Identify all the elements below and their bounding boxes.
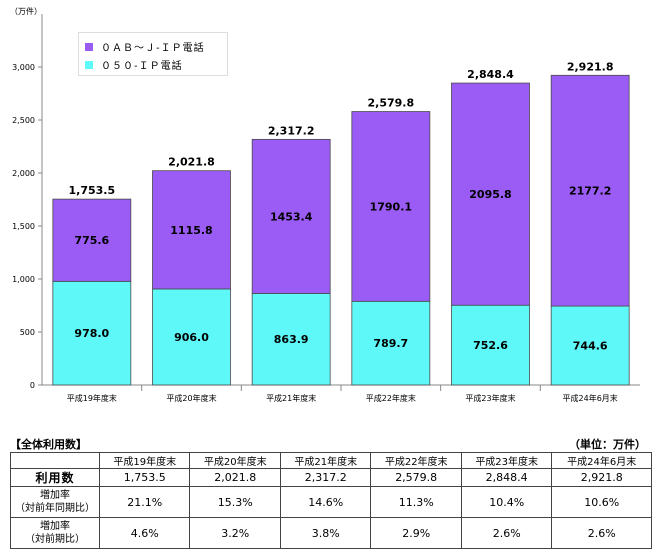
y-tick-label: 1,500 [12,222,35,231]
row-label-main: 増加率 [40,490,70,501]
table-row-qoq: 増加率 （対前期比） 4.6% 3.2% 3.8% 2.9% 2.6% 2.6% [10,517,652,549]
table-row-yoy: 増加率 （対前年同期比） 21.1% 15.3% 14.6% 11.3% 10.… [10,486,652,518]
x-tick-label: 平成21年度末 [266,393,316,403]
table-cell: 2,848.4 [460,468,553,487]
table-cell: 4.6% [98,517,191,549]
x-tick-label: 平成20年度末 [166,393,216,403]
y-tick-label: 500 [20,328,35,337]
bar-segment-0ab-j [550,74,630,307]
table-cell: 2,921.8 [551,468,652,487]
bar-total-label: 2,579.8 [368,97,415,110]
bar-value-label: 789.7 [373,337,408,350]
bar-value-label: 1790.1 [370,200,412,213]
bar-value-label: 1453.4 [270,210,313,223]
table-cell: 2,021.8 [189,468,281,487]
x-tick-label: 平成19年度末 [67,393,117,403]
bar-segment-050 [351,300,431,386]
bar-value-label: 775.6 [74,234,109,247]
table-cell: 2.6% [460,517,553,549]
bar-segment-0ab-j [351,111,431,302]
stacked-bar-chart: （万件） 0 500 1,000 1,500 2,000 2,500 3,000 978.0 77… [10,6,640,403]
table-cell: 2.6% [551,517,652,549]
col-header: 平成23年度末 [460,452,553,469]
bar-segment-050 [451,304,530,386]
legend-item-050: ０５０-ＩＰ電話 [85,57,183,72]
y-tick-label: 2,000 [12,169,35,178]
table-cell: 2.9% [370,517,462,549]
bar-value-label: 906.0 [174,331,209,344]
legend-swatch-cyan [85,60,93,69]
col-header: 平成19年度末 [98,452,191,469]
y-tick-label: 3,000 [12,63,35,72]
y-tick-label: 1,000 [12,275,35,284]
bar-value-label: 1115.8 [170,224,212,237]
bar-value-label: 863.9 [274,333,309,346]
row-label-users: 利用数 [10,468,100,487]
table-cell: 3.2% [189,517,281,549]
table-cell: 2,317.2 [279,468,372,487]
x-tick-label: 平成23年度末 [465,393,515,403]
legend-label-050: ０５０-ＩＰ電話 [101,61,183,72]
bar-segment-0ab-j [451,82,530,306]
table-cell: 3.8% [279,517,372,549]
bar-total-label: 1,753.5 [69,184,116,197]
table-cell: 15.3% [189,486,281,518]
bar-segment-050 [52,280,132,386]
bar-value-label: 752.6 [473,339,508,352]
stats-table: 平成19年度末 平成20年度末 平成21年度末 平成22年度末 平成23年度末 … [10,452,652,549]
col-header: 平成22年度末 [370,452,462,469]
bar-segment-0ab-j [52,198,132,282]
bar-value-label: 978.0 [74,327,109,340]
col-header: 平成20年度末 [189,452,281,469]
y-tick-label: 2,500 [12,116,35,125]
table-cell: 11.3% [370,486,462,518]
x-tick-label: 平成22年度末 [366,393,416,403]
y-tick-label: 0 [30,381,35,390]
table-cell: 14.6% [279,486,372,518]
bar-segment-050 [251,293,331,386]
row-label-yoy: 増加率 （対前年同期比） [10,486,100,518]
bar-total-label: 2,921.8 [567,60,614,73]
bar-total-label: 2,021.8 [168,156,215,169]
bar-segment-0ab-j [152,170,231,290]
bar-total-label: 2,848.4 [467,68,514,81]
bar-segment-050 [550,305,630,386]
table-header-row: 平成19年度末 平成20年度末 平成21年度末 平成22年度末 平成23年度末 … [10,452,652,469]
row-label-main: 増加率 [40,521,70,532]
bar-value-label: 2095.8 [469,188,511,201]
row-label-sub: （対前期比） [25,534,85,545]
legend-swatch-purple [85,42,93,51]
table-cell: 10.6% [551,486,652,518]
legend-item-0ab-j: ０ＡＢ～Ｊ-ＩＰ電話 [85,39,205,54]
col-header: 平成21年度末 [279,452,372,469]
table-title: 【全体利用数】 [10,438,87,451]
x-tick-label: 平成24年6月末 [563,393,618,403]
chart-area: （万件） 0 500 1,000 1,500 2,000 2,500 3,000 978.0 77… [10,6,640,403]
bar-segment-0ab-j [251,138,331,294]
corner-cell [10,452,100,469]
legend-label-0ab-j: ０ＡＢ～Ｊ-ＩＰ電話 [101,43,205,54]
bar-value-label: 2177.2 [569,185,611,198]
row-label-qoq: 増加率 （対前期比） [10,517,100,549]
table-cell: 10.4% [460,486,553,518]
y-unit-label: （万件） [10,6,42,16]
bar-total-label: 2,317.2 [268,124,315,137]
row-label-sub: （対前年同期比） [15,503,95,514]
table-cell: 21.1% [98,486,191,518]
table-unit: （単位：万件） [569,438,646,451]
legend: ０ＡＢ～Ｊ-ＩＰ電話 ０５０-ＩＰ電話 [78,32,228,76]
table-header: 【全体利用数】 （単位：万件） [10,436,652,451]
col-header: 平成24年6月末 [551,452,652,469]
table-cell: 1,753.5 [98,468,191,487]
table-row-users: 利用数 1,753.5 2,021.8 2,317.2 2,579.8 2,84… [10,468,652,487]
bar-value-label: 744.6 [573,340,608,353]
table-cell: 2,579.8 [370,468,462,487]
